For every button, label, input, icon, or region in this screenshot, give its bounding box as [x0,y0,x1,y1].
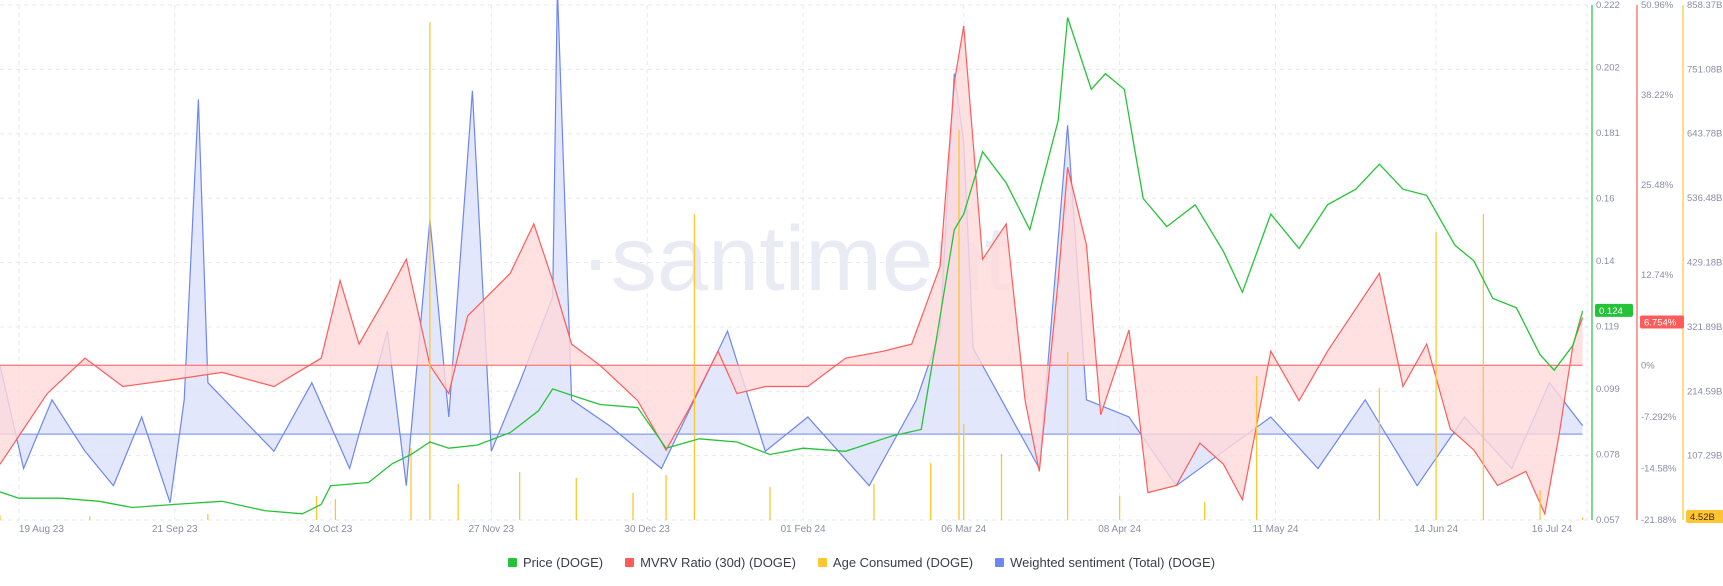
age-current-badge [1686,510,1723,523]
price-current-value: 0.124 [1599,306,1623,317]
age-axis-tick: 751.08B [1687,64,1722,75]
price-axis-tick: 0.16 [1596,194,1615,205]
legend-item-price[interactable]: Price (DOGE) [507,554,604,570]
legend-item-mvrv[interactable]: MVRV Ratio (30d) (DOGE) [625,555,796,570]
age-swatch-icon [817,557,827,567]
mvrv-axis-tick: 12.74% [1641,270,1674,281]
mvrv-axis-tick: -21.88% [1641,515,1677,526]
x-tick-label: 11 May 24 [1253,524,1299,535]
price-axis-tick: 0.14 [1596,256,1615,267]
price-current-badge [1595,303,1633,317]
price-axis-tick: 0.222 [1596,0,1620,11]
x-tick-label: 16 Jul 24 [1532,524,1573,535]
mvrv-axis-tick: 38.22% [1641,90,1674,101]
x-tick-label: 30 Dec 23 [624,524,670,535]
mvrv-current-value: 6.754% [1644,318,1677,329]
x-tick-label: 21 Sep 23 [152,524,198,535]
x-tick-label: 08 Apr 24 [1098,524,1141,535]
sentiment-area [0,0,1583,503]
mvrv-axis-tick: 50.96% [1641,0,1674,11]
price-axis-tick: 0.119 [1596,321,1619,332]
mvrv-axis-tick: -14.58% [1641,463,1677,474]
price-axis-tick: 0.099 [1596,384,1620,395]
price-axis-tick: 0.202 [1596,62,1620,73]
mvrv-axis-tick: 0% [1641,360,1655,371]
mvrv-area [0,25,1583,514]
age-axis-tick: 858.37B [1687,0,1722,11]
mvrv-axis-tick: 25.48% [1641,180,1674,191]
age-axis-tick: 321.89B [1687,322,1722,333]
legend-label-age: Age Consumed (DOGE) [832,554,974,570]
price-swatch-icon [507,557,517,567]
legend: Price (DOGE) MVRV Ratio (30d) (DOGE) Age… [0,551,1723,573]
legend-label-mvrv: MVRV Ratio (30d) (DOGE) [640,554,796,570]
age-axis-tick: 214.59B [1687,386,1722,397]
age-axis-tick: 429.18B [1687,258,1722,269]
x-tick-label: 01 Feb 24 [781,524,826,535]
sentiment-line [0,0,1584,503]
legend-item-age[interactable]: Age Consumed (DOGE) [817,554,974,570]
price-line [0,17,1584,515]
legend-label-sentiment: Weighted sentiment (Total) (DOGE) [1010,554,1216,570]
mvrv-axis-tick: -7.292% [1641,412,1677,423]
mvrv-current-badge [1640,315,1684,329]
legend-label-price: Price (DOGE) [522,554,604,570]
x-tick-label: 14 Jun 24 [1414,524,1458,535]
age-current-value: 4.52B [1690,512,1715,523]
mvrv-line [0,25,1584,516]
age-axis-tick: 107.29B [1687,451,1722,462]
age-axis-tick: 643.78B [1687,129,1722,140]
x-tick-label: 24 Oct 23 [309,524,353,535]
price-axis-tick: 0.078 [1596,449,1620,460]
price-axis-tick: 0.057 [1596,515,1620,526]
legend-item-sentiment[interactable]: Weighted sentiment (Total) (DOGE) [995,555,1215,570]
price-axis-tick: 0.181 [1596,128,1620,139]
x-tick-label: 27 Nov 23 [469,524,515,535]
x-tick-label: 19 Aug 23 [19,524,64,535]
x-tick-label: 06 Mar 24 [941,524,986,535]
sentiment-swatch-icon [995,557,1005,567]
mvrv-swatch-icon [625,557,635,567]
age-axis-tick: 536.48B [1687,193,1722,204]
